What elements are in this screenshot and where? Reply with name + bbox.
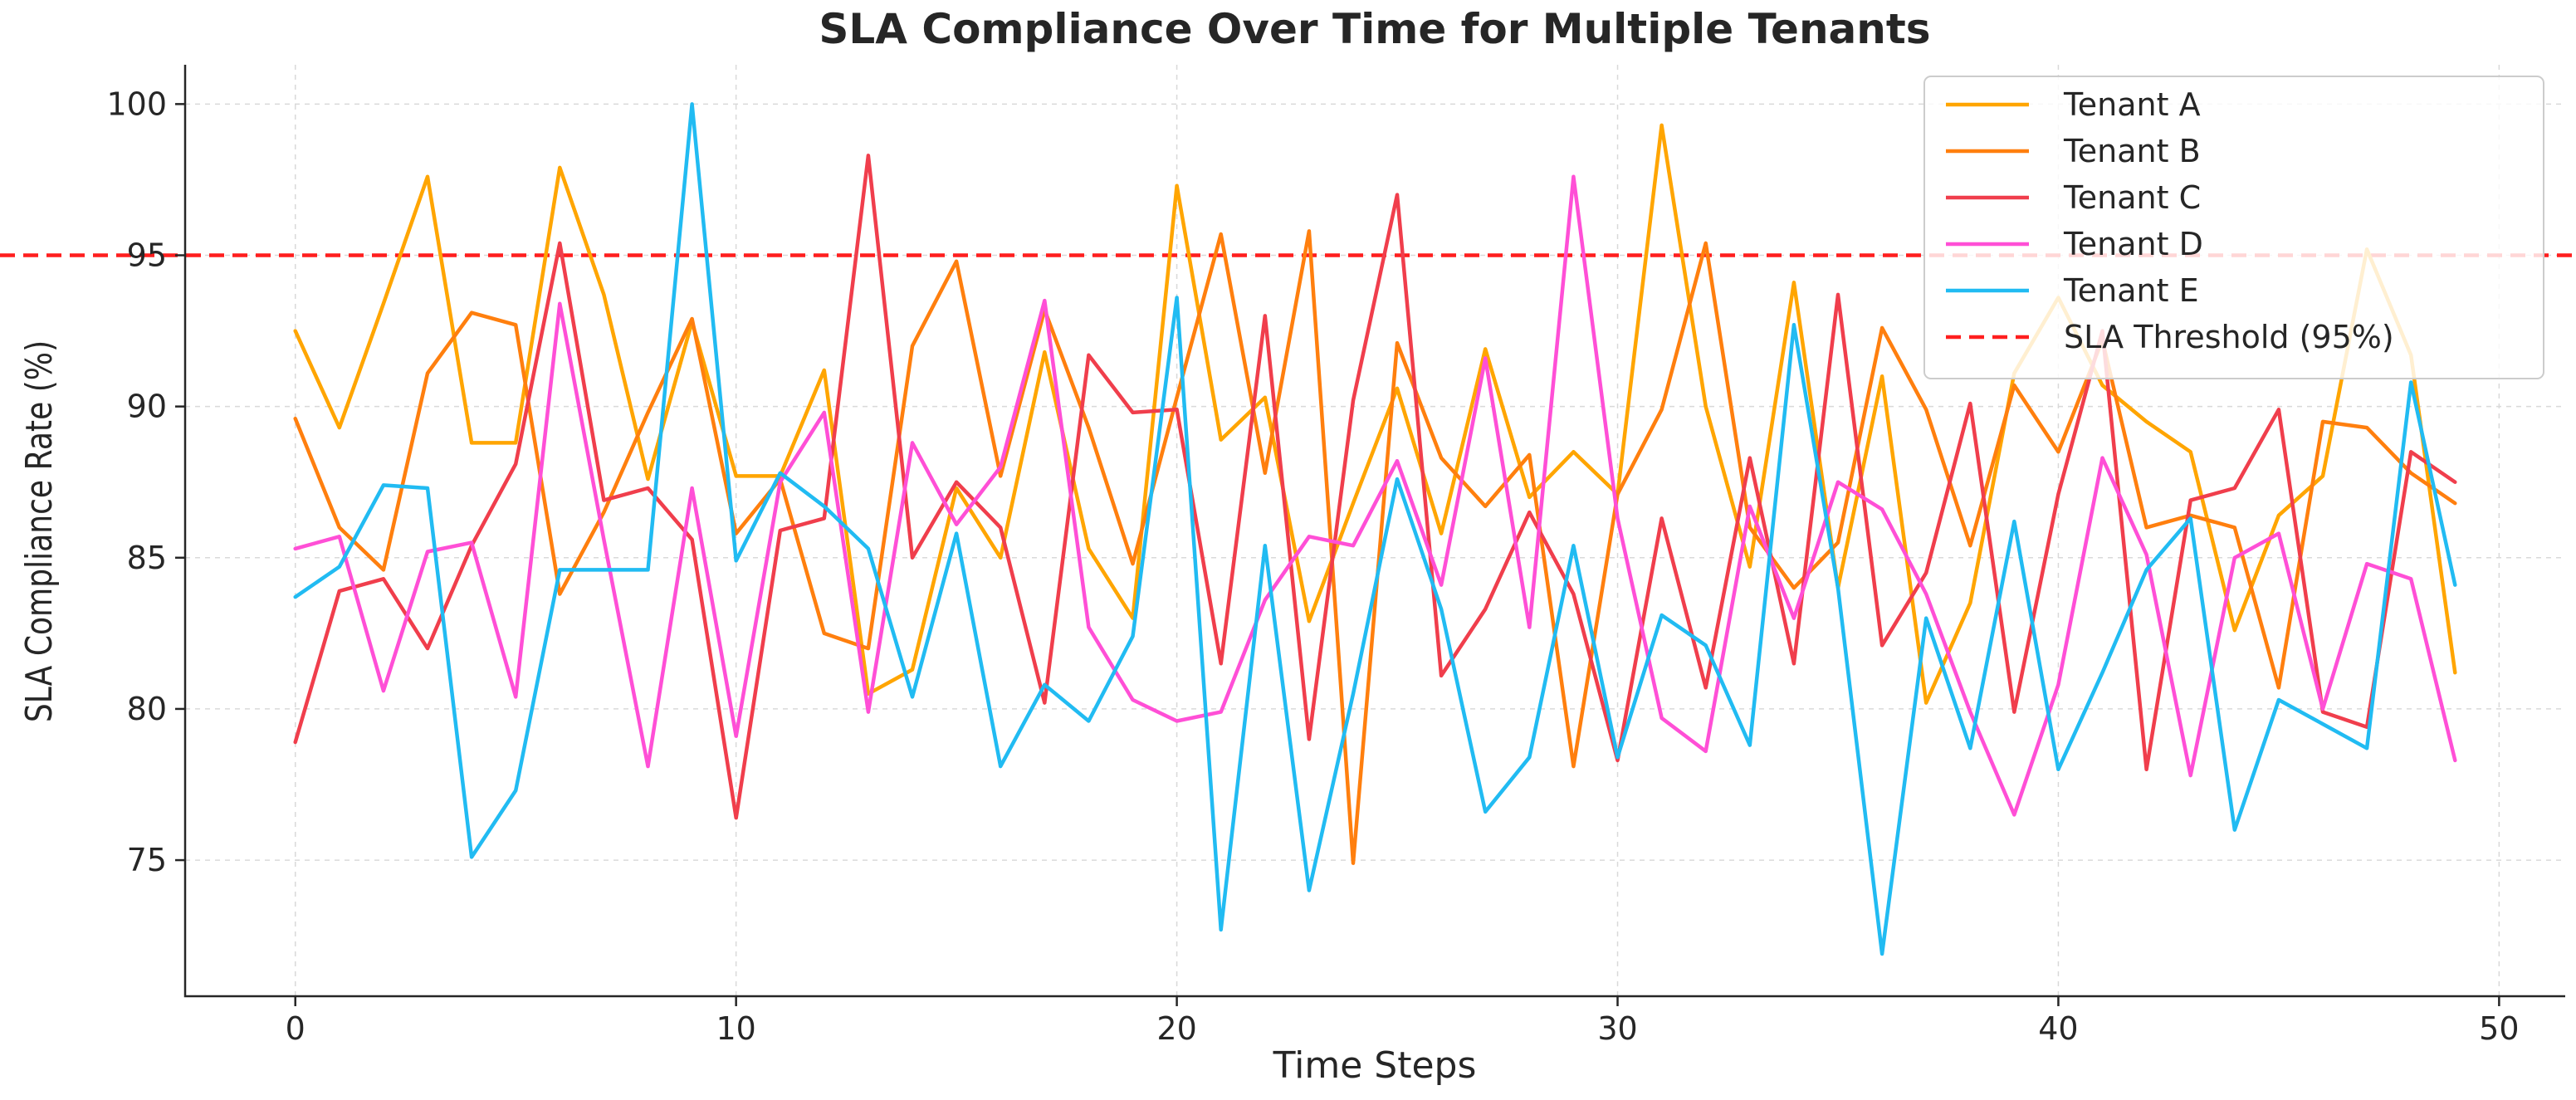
axis-spines (183, 65, 2565, 998)
x-tick-label: 50 (2479, 1010, 2519, 1047)
y-tick-label: 95 (127, 237, 167, 274)
axes (175, 65, 2565, 1006)
x-axis-label: Time Steps (1273, 1044, 1477, 1087)
legend: Tenant A Tenant B Tenant C Tenant D Tenant E… (1923, 76, 2544, 379)
legend-label-tenant-a: Tenant A (2063, 86, 2201, 123)
x-tick-label: 40 (2038, 1010, 2078, 1047)
x-tick-label: 0 (286, 1010, 306, 1047)
legend-label-tenant-c: Tenant C (2063, 179, 2201, 216)
series-line-tenant-d (293, 174, 2457, 817)
y-tick-label: 75 (127, 842, 167, 878)
legend-label-tenant-e: Tenant E (2063, 272, 2199, 309)
y-tick-label: 90 (127, 389, 167, 425)
tick-labels: 0 10 20 30 40 50 75 80 85 90 95 100 (106, 86, 2519, 1047)
y-tick-label: 80 (127, 691, 167, 727)
chart-title: SLA Compliance Over Time for Multiple Te… (819, 5, 1930, 53)
y-tick-label: 100 (106, 86, 167, 122)
legend-label-tenant-b: Tenant B (2063, 133, 2201, 169)
x-tick-label: 30 (1597, 1010, 1637, 1047)
x-tick-label: 10 (716, 1010, 755, 1047)
series-line-tenant-e (293, 102, 2457, 956)
legend-label-sla-threshold-95: SLA Threshold (95%) (2064, 319, 2394, 355)
legend-box (1923, 76, 2544, 379)
y-axis-label: SLA Compliance Rate (%) (19, 340, 61, 722)
legend-label-tenant-d: Tenant D (2063, 226, 2203, 262)
x-tick-label: 20 (1156, 1010, 1196, 1047)
y-tick-label: 85 (127, 540, 167, 576)
